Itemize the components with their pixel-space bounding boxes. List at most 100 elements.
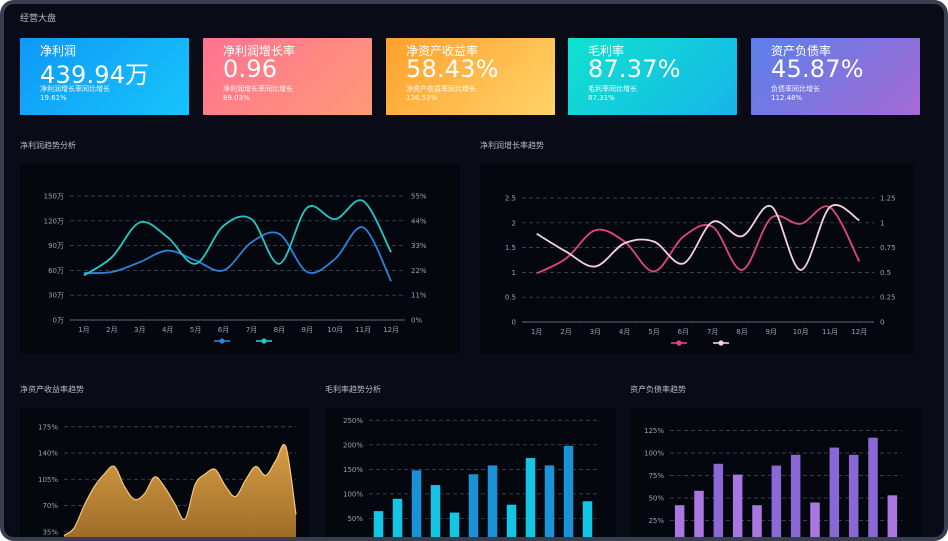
bar bbox=[694, 491, 704, 541]
y-right-tick-label: 0.5 bbox=[880, 269, 891, 277]
y-right-tick-label: 44% bbox=[411, 217, 427, 225]
y-right-tick-label: 0.75 bbox=[880, 244, 896, 252]
bar bbox=[810, 503, 820, 541]
x-tick-label: 9月 bbox=[766, 328, 777, 336]
series-line bbox=[84, 200, 391, 275]
section-title-roe: 净资产收益率趋势 bbox=[20, 384, 84, 395]
area-fill bbox=[64, 444, 296, 541]
kpi-sub-label: 净资产收益率同比增长 bbox=[406, 84, 476, 94]
bar bbox=[849, 455, 859, 541]
chart-panel-gross: 50%100%150%200%250% bbox=[325, 408, 616, 541]
bar bbox=[545, 465, 555, 541]
kpi-sub-value: 112.48% bbox=[771, 94, 802, 102]
bar bbox=[733, 475, 743, 541]
bar bbox=[752, 505, 762, 541]
page-title: 经营大盘 bbox=[20, 11, 56, 24]
x-tick-label: 10月 bbox=[793, 328, 809, 336]
kpi-sub-label: 净利润增长率同比增长 bbox=[40, 84, 110, 94]
bar bbox=[526, 458, 536, 541]
kpi-sub-value: 136.53% bbox=[406, 94, 437, 102]
x-tick-label: 12月 bbox=[383, 326, 399, 334]
section-title-debt: 资产负债率趋势 bbox=[630, 384, 686, 395]
y-tick-label: 25% bbox=[648, 517, 664, 525]
kpi-card-net-profit-growth[interactable]: 净利润增长率 0.96 净利润增长率同比增长 89.03% bbox=[203, 38, 372, 115]
x-tick-label: 7月 bbox=[246, 326, 257, 334]
series-line bbox=[84, 227, 391, 281]
y-left-tick-label: 150万 bbox=[44, 193, 64, 201]
bar bbox=[868, 438, 878, 541]
bar bbox=[393, 499, 403, 541]
y-tick-label: 35% bbox=[42, 528, 58, 536]
y-left-tick-label: 0万 bbox=[53, 317, 64, 325]
y-tick-label: 105% bbox=[38, 476, 58, 484]
bar bbox=[772, 466, 782, 541]
y-left-tick-label: 2 bbox=[512, 219, 516, 227]
legend-marker bbox=[261, 338, 266, 343]
x-tick-label: 8月 bbox=[274, 326, 285, 334]
y-right-tick-label: 11% bbox=[411, 292, 427, 300]
kpi-card-debt-ratio[interactable]: 资产负债率 45.87% 负债率同比增长 112.48% bbox=[751, 38, 920, 115]
kpi-sub-value: 87.31% bbox=[588, 94, 615, 102]
section-title-gross: 毛利率趋势分析 bbox=[325, 384, 381, 395]
x-tick-label: 6月 bbox=[218, 326, 229, 334]
bar bbox=[507, 505, 517, 541]
kpi-sub-label: 净利润增长率同比增长 bbox=[223, 84, 293, 94]
bar bbox=[714, 464, 724, 541]
y-right-tick-label: 22% bbox=[411, 267, 427, 275]
kpi-value: 87.37% bbox=[588, 55, 681, 83]
bar bbox=[431, 485, 441, 541]
bar bbox=[583, 501, 593, 541]
kpi-card-net-profit[interactable]: 净利润 439.94万 净利润增长率同比增长 19.61% bbox=[20, 38, 189, 115]
bar bbox=[488, 465, 498, 541]
y-tick-label: 200% bbox=[343, 441, 363, 449]
kpi-sub-label: 负债率同比增长 bbox=[771, 84, 820, 94]
legend-marker bbox=[219, 338, 224, 343]
y-left-tick-label: 0.5 bbox=[505, 294, 516, 302]
bar bbox=[791, 455, 801, 541]
kpi-value: 45.87% bbox=[771, 55, 864, 83]
x-tick-label: 9月 bbox=[302, 326, 313, 334]
x-tick-label: 6月 bbox=[678, 328, 689, 336]
chart-panel-debt: 25%50%75%100%125% bbox=[630, 408, 921, 541]
y-right-tick-label: 0% bbox=[411, 317, 422, 325]
y-left-tick-label: 2.5 bbox=[505, 195, 516, 203]
y-right-tick-label: 55% bbox=[411, 193, 427, 201]
bar bbox=[888, 495, 898, 541]
y-left-tick-label: 30万 bbox=[48, 292, 64, 300]
y-left-tick-label: 0 bbox=[512, 319, 516, 327]
y-right-tick-label: 33% bbox=[411, 242, 427, 250]
x-tick-label: 2月 bbox=[106, 326, 117, 334]
y-tick-label: 70% bbox=[42, 502, 58, 510]
kpi-value: 0.96 bbox=[223, 55, 277, 83]
kpi-sub-value: 19.61% bbox=[40, 94, 67, 102]
x-tick-label: 8月 bbox=[736, 328, 747, 336]
bar bbox=[830, 448, 840, 541]
bar bbox=[675, 505, 685, 541]
x-tick-label: 3月 bbox=[590, 328, 601, 336]
legend-marker bbox=[718, 340, 723, 345]
kpi-card-gross-margin[interactable]: 毛利率 87.37% 毛利率同比增长 87.31% bbox=[568, 38, 737, 115]
y-right-tick-label: 1 bbox=[880, 219, 884, 227]
y-left-tick-label: 60万 bbox=[48, 267, 64, 275]
y-tick-label: 100% bbox=[644, 450, 664, 458]
x-tick-label: 10月 bbox=[327, 326, 343, 334]
debt-bar-chart: 25%50%75%100%125% bbox=[630, 408, 921, 541]
y-tick-label: 50% bbox=[347, 515, 363, 523]
kpi-card-roe[interactable]: 净资产收益率 58.43% 净资产收益率同比增长 136.53% bbox=[386, 38, 555, 115]
x-tick-label: 2月 bbox=[560, 328, 571, 336]
chart-panel-roe: 35%70%105%140%175% bbox=[20, 408, 309, 541]
roe-area-chart: 35%70%105%140%175% bbox=[20, 408, 309, 541]
y-tick-label: 125% bbox=[644, 427, 664, 435]
kpi-sub-label: 毛利率同比增长 bbox=[588, 84, 637, 94]
y-tick-label: 100% bbox=[343, 490, 363, 498]
x-tick-label: 1月 bbox=[531, 328, 542, 336]
x-tick-label: 4月 bbox=[162, 326, 173, 334]
legend-marker bbox=[676, 340, 681, 345]
kpi-value: 58.43% bbox=[406, 55, 499, 83]
y-left-tick-label: 1 bbox=[512, 269, 516, 277]
